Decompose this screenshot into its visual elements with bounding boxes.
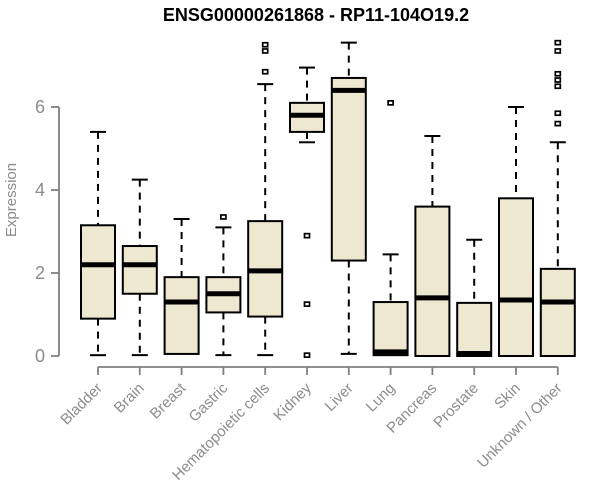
iqr-box xyxy=(456,301,493,358)
outlier-point xyxy=(554,77,562,83)
outlier-point xyxy=(554,83,562,90)
x-tick-label-kidney: Kidney xyxy=(270,379,315,424)
box-unknown-other xyxy=(539,39,576,358)
iqr-box xyxy=(121,245,158,295)
x-tick-label-brain: Brain xyxy=(111,380,148,417)
outlier-point xyxy=(261,48,269,54)
y-axis-title: Expression xyxy=(3,163,20,237)
box-bladder xyxy=(80,130,116,357)
outlier-point xyxy=(261,41,269,48)
outlier-point xyxy=(554,120,562,127)
box-skin xyxy=(498,106,534,357)
outlier-point xyxy=(303,232,311,239)
iqr-box xyxy=(330,76,367,262)
iqr-box xyxy=(498,197,534,357)
box-brain xyxy=(121,178,158,357)
chart-title: ENSG00000261868 - RP11-104O19.2 xyxy=(162,5,470,25)
x-tick-label-lung: Lung xyxy=(363,380,399,416)
x-tick-label-breast: Breast xyxy=(147,379,190,422)
y-tick-label: 0 xyxy=(35,346,45,366)
box-liver xyxy=(330,41,367,355)
outlier-point xyxy=(554,110,562,117)
iqr-box xyxy=(372,301,409,357)
box-gastric xyxy=(205,214,242,357)
iqr-box xyxy=(80,224,116,320)
y-axis: 0 2 4 6 xyxy=(35,97,60,366)
outlier-point xyxy=(303,352,311,359)
box-prostate xyxy=(456,238,493,358)
box-breast xyxy=(163,218,200,355)
y-tick-label: 2 xyxy=(35,263,45,283)
iqr-box xyxy=(414,205,451,357)
outlier-point xyxy=(554,70,562,77)
y-tick-label: 6 xyxy=(35,97,45,117)
outlier-point xyxy=(554,48,562,54)
iqr-box xyxy=(539,267,576,358)
outlier-point xyxy=(261,68,269,75)
outlier-point xyxy=(387,99,394,106)
x-tick-label-prostate: Prostate xyxy=(430,380,482,432)
y-tick-label: 4 xyxy=(35,180,45,200)
box-kidney xyxy=(289,66,325,359)
outlier-point xyxy=(220,214,227,220)
outlier-point xyxy=(303,301,311,307)
box-pancreas xyxy=(414,135,451,357)
x-tick-label-liver: Liver xyxy=(322,380,357,415)
box-hematopoietic-cells xyxy=(247,41,284,357)
x-tick-label-skin: Skin xyxy=(491,380,524,413)
x-tick-label-bladder: Bladder xyxy=(57,380,106,429)
box-lung xyxy=(372,99,409,357)
iqr-box xyxy=(163,276,200,355)
outlier-point xyxy=(554,39,562,46)
